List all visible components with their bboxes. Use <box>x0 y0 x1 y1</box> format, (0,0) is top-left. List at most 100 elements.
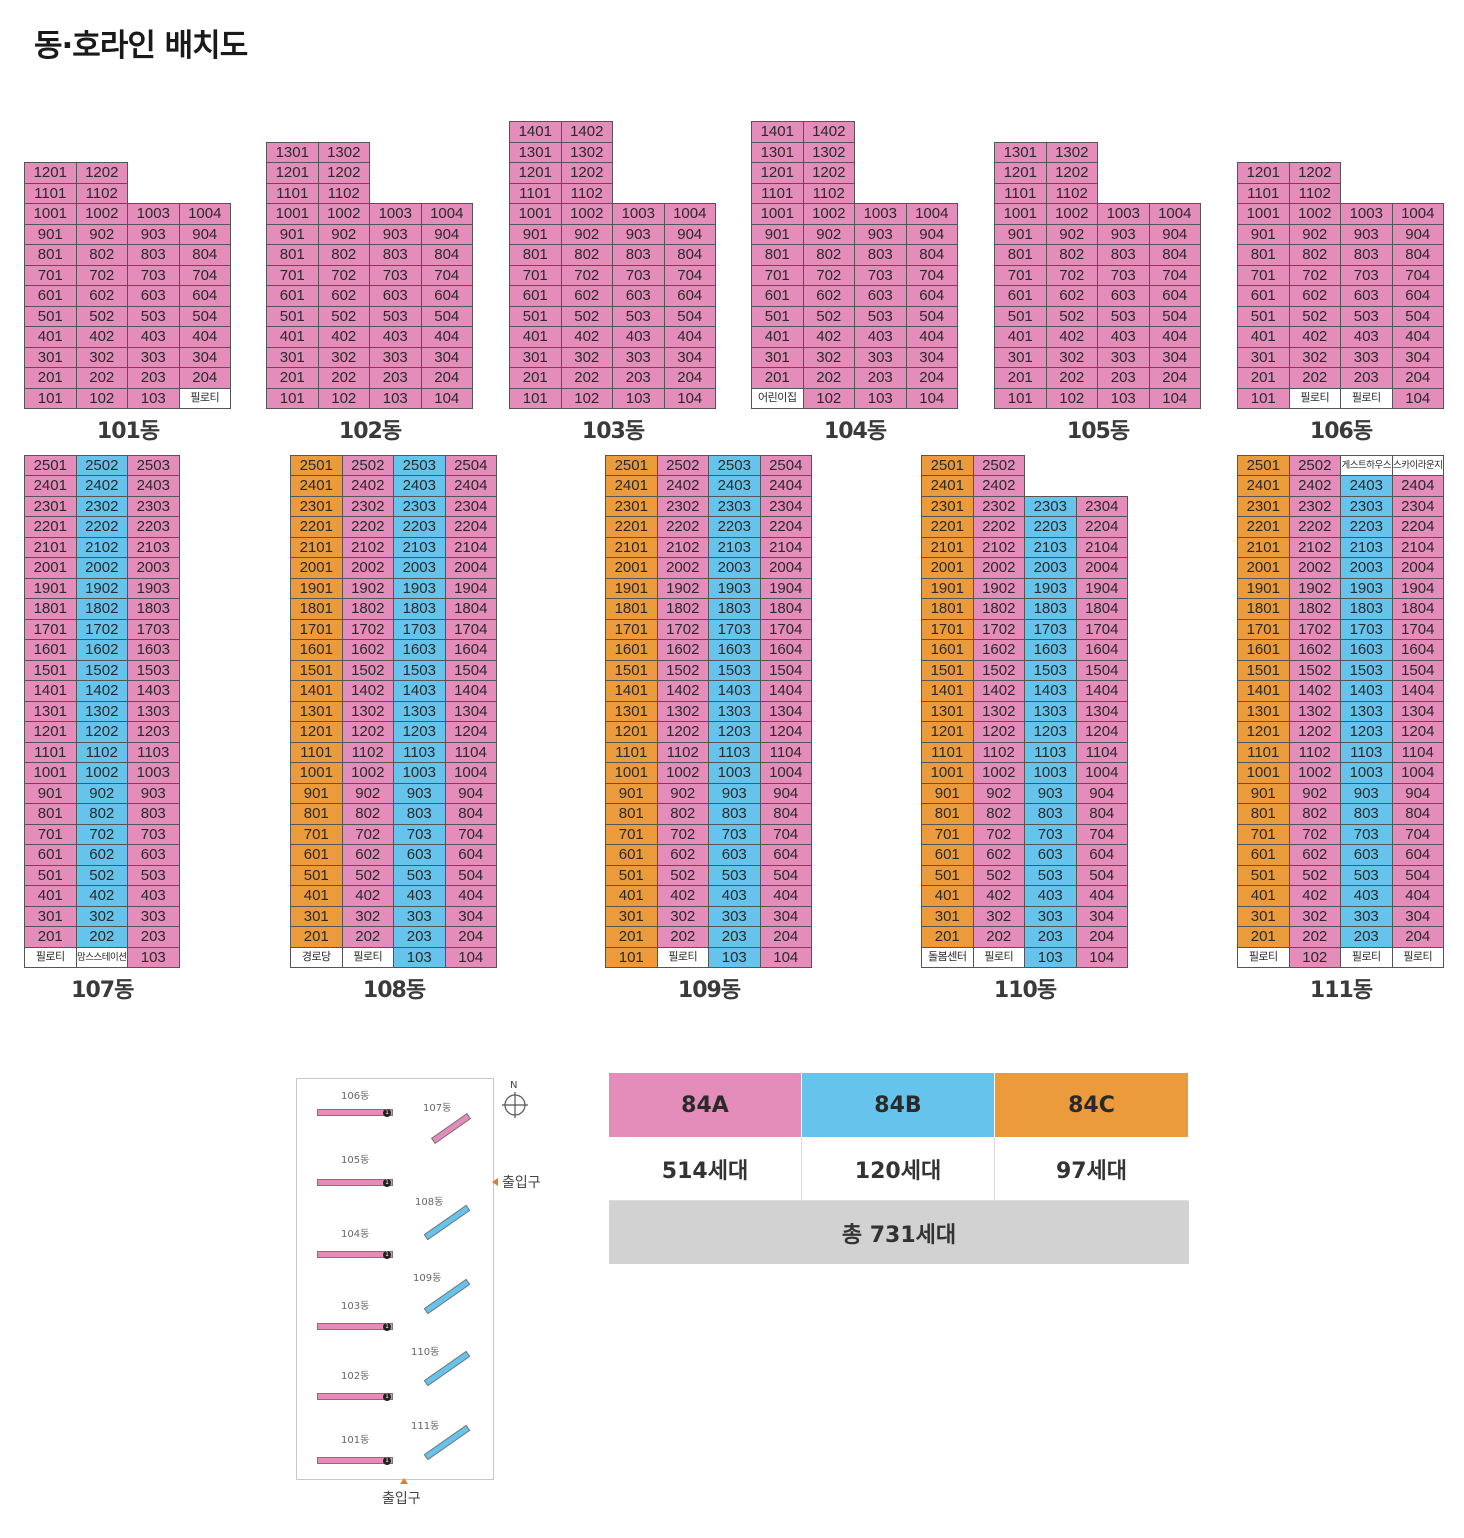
unit-cell: 403 <box>855 327 907 348</box>
unit-cell: 203 <box>370 368 422 389</box>
unit-cell: 802 <box>1289 804 1341 825</box>
unit-cell: 1603 <box>709 640 761 661</box>
mini-core-icon: 1 <box>383 1393 391 1401</box>
facility-cell: 필로티 <box>973 947 1025 968</box>
unit-cell: 503 <box>128 306 180 327</box>
unit-cell: 503 <box>855 306 907 327</box>
unit-cell: 1901 <box>290 578 343 599</box>
unit-cell: 2202 <box>1289 517 1341 538</box>
building-104동: 1401 1402 1301 1302 1201 1202 1101 1102 1001 1002… <box>751 121 958 409</box>
unit-cell: 303 <box>1341 906 1393 927</box>
unit-cell: 1102 <box>973 742 1025 763</box>
unit-cell: 2502 <box>657 454 709 476</box>
unit-cell: 1202 <box>318 163 370 184</box>
unit-cell: 403 <box>394 886 446 907</box>
unit-cell: 2302 <box>342 496 394 517</box>
unit-cell: 904 <box>1149 224 1201 245</box>
unit-cell: 1704 <box>760 619 812 640</box>
unit-cell: 1203 <box>1341 722 1393 743</box>
unit-cell: 804 <box>760 804 812 825</box>
unit-cell: 702 <box>561 265 613 286</box>
unit-cell: 1503 <box>1341 660 1393 681</box>
unit-cell: 403 <box>1341 886 1393 907</box>
unit-cell: 1301 <box>266 141 319 163</box>
unit-cell: 2303 <box>394 496 446 517</box>
unit-cell: 2303 <box>128 496 180 517</box>
building-name-label: 102동 <box>338 419 402 444</box>
unit-cell: 703 <box>613 265 665 286</box>
unit-cell: 1004 <box>1392 203 1444 225</box>
unit-cell: 104 <box>664 388 716 409</box>
unit-cell: 201 <box>509 368 562 389</box>
unit-cell: 801 <box>24 804 77 825</box>
unit-cell: 1002 <box>973 763 1025 784</box>
unit-cell: 204 <box>1076 927 1128 948</box>
unit-cell: 1601 <box>605 640 658 661</box>
unit-cell: 802 <box>803 245 855 266</box>
unit-cell: 1401 <box>605 681 658 702</box>
unit-cell: 702 <box>76 824 128 845</box>
unit-cell: 704 <box>1392 265 1444 286</box>
unit-cell: 501 <box>605 865 658 886</box>
unit-cell: 402 <box>76 886 128 907</box>
unit-cell: 904 <box>1076 783 1128 804</box>
unit-cell: 204 <box>179 368 231 389</box>
facility-cell: 경로당 <box>290 947 343 968</box>
unit-cell: 602 <box>318 286 370 307</box>
mini-core-icon: 1 <box>383 1323 391 1331</box>
unit-cell: 1201 <box>24 722 77 743</box>
unit-cell: 1303 <box>1025 701 1077 722</box>
unit-cell: 801 <box>24 245 77 266</box>
unit-cell: 1604 <box>1392 640 1444 661</box>
unit-cell: 1303 <box>709 701 761 722</box>
unit-cell: 2401 <box>290 476 343 497</box>
unit-cell: 2302 <box>76 496 128 517</box>
unit-cell: 1701 <box>605 619 658 640</box>
unit-cell: 404 <box>421 327 473 348</box>
unit-cell: 1201 <box>994 163 1047 184</box>
unit-cell: 503 <box>1341 865 1393 886</box>
unit-cell: 1001 <box>1237 204 1290 225</box>
unit-cell: 1101 <box>509 183 562 204</box>
unit-cell: 502 <box>342 865 394 886</box>
legend-type-84a: 84A <box>609 1073 802 1137</box>
unit-cell: 2004 <box>760 558 812 579</box>
facility-cell: 필로티 <box>1289 388 1341 409</box>
unit-cell: 1501 <box>1237 660 1290 681</box>
unit-cell: 1003 <box>128 203 180 225</box>
unit-cell: 1003 <box>709 763 761 784</box>
unit-cell: 1303 <box>394 701 446 722</box>
unit-cell: 303 <box>370 347 422 368</box>
unit-cell: 704 <box>1392 824 1444 845</box>
unit-cell: 1401 <box>509 121 562 143</box>
unit-cell: 103 <box>709 947 761 968</box>
unit-cell: 801 <box>751 245 804 266</box>
unit-cell: 304 <box>906 347 958 368</box>
unit-cell: 1903 <box>394 578 446 599</box>
unit-cell: 602 <box>76 286 128 307</box>
unit-cell: 303 <box>709 906 761 927</box>
unit-cell: 604 <box>760 845 812 866</box>
unit-cell: 1003 <box>1341 203 1393 225</box>
unit-cell: 101 <box>266 388 319 409</box>
unit-cell: 502 <box>803 306 855 327</box>
unit-cell: 302 <box>561 347 613 368</box>
legend-type-row: 84A 84B 84C <box>609 1073 1189 1137</box>
unit-cell: 403 <box>1025 886 1077 907</box>
unit-cell: 603 <box>1025 845 1077 866</box>
unit-cell: 1001 <box>605 763 658 784</box>
unit-cell: 204 <box>1149 368 1201 389</box>
unit-cell: 603 <box>128 845 180 866</box>
unit-cell: 903 <box>128 224 180 245</box>
unit-cell: 901 <box>605 783 658 804</box>
unit-cell: 1203 <box>1025 722 1077 743</box>
unit-cell: 501 <box>994 306 1047 327</box>
mini-label-110: 110동 <box>411 1347 440 1358</box>
unit-cell: 202 <box>1289 927 1341 948</box>
unit-cell: 302 <box>657 906 709 927</box>
unit-cell: 1203 <box>394 722 446 743</box>
unit-cell: 501 <box>921 865 974 886</box>
unit-cell: 403 <box>1098 327 1150 348</box>
unit-cell: 204 <box>1392 927 1444 948</box>
unit-cell: 502 <box>76 865 128 886</box>
